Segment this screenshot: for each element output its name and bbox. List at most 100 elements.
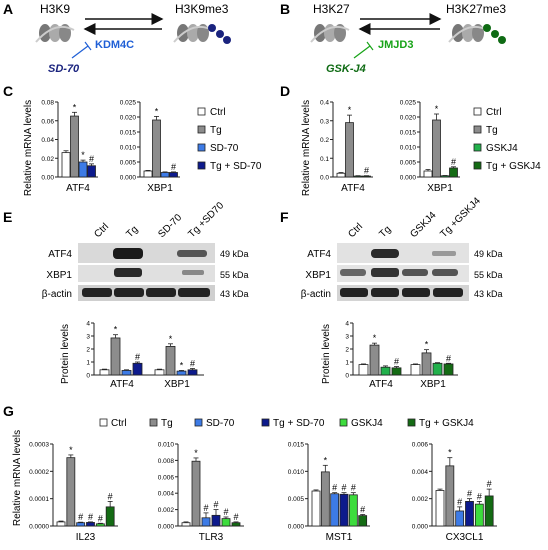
nucleosome-right-icon	[173, 24, 231, 44]
inhibitor-label: GSK-J4	[326, 63, 366, 75]
bar	[330, 493, 340, 527]
significance-mark: #	[394, 357, 399, 367]
blot-strip-xbp1	[78, 265, 215, 282]
y-tick-label: 0.002	[412, 496, 429, 503]
bar	[380, 366, 391, 376]
blot-row-label: ATF4	[307, 249, 331, 260]
panel-letter: D	[280, 83, 290, 99]
y-tick-label: 0.025	[400, 100, 417, 107]
bar	[449, 167, 458, 178]
bar	[474, 503, 484, 527]
nucleosome-left-icon	[35, 24, 75, 43]
significance-mark: *	[81, 150, 85, 160]
bar	[336, 172, 346, 178]
chart-c-xbp1: 0.000 0.005 0.010 0.015 0.020 0.025 * # XBP1	[120, 100, 180, 194]
legend-label: GSKJ4	[351, 418, 383, 429]
y-tick-label: 2	[86, 347, 90, 354]
bar	[440, 175, 450, 178]
lane-label: Ctrl	[92, 221, 111, 240]
y-tick-label: 0.025	[120, 100, 137, 107]
bar	[410, 364, 421, 376]
significance-mark: *	[194, 448, 198, 458]
blot-row-label: XBP1	[305, 270, 331, 281]
y-tick-label: 0.005	[120, 160, 137, 167]
blot-strip-xbp1	[337, 265, 469, 282]
y-tick-label: 4	[86, 321, 90, 328]
y-tick-label: 0.010	[158, 442, 175, 449]
x-axis-label: ATF4	[66, 183, 90, 194]
y-tick-label: 0.010	[400, 145, 417, 152]
significance-mark: #	[332, 483, 337, 493]
y-tick-label: 2	[345, 347, 349, 354]
significance-mark: #	[190, 359, 195, 369]
legend-label: Tg + SD-70	[210, 161, 262, 172]
x-axis-label: MST1	[326, 532, 353, 543]
bar	[353, 175, 363, 178]
bar	[191, 460, 201, 527]
bar	[443, 363, 454, 376]
bar	[110, 337, 121, 376]
significance-mark: #	[467, 489, 472, 499]
bar	[358, 364, 369, 376]
panel-letter: B	[280, 1, 290, 17]
significance-mark: #	[135, 352, 140, 362]
lane-label: SD-70	[156, 212, 184, 240]
legend-g: Ctrl Tg SD-70 Tg + SD-70 GSKJ4 Tg + GSKJ4	[99, 418, 474, 429]
histone-right-label: H3K27me3	[446, 2, 506, 16]
legend-swatch	[473, 107, 482, 116]
significance-mark: #	[108, 491, 113, 501]
significance-mark: #	[171, 162, 176, 172]
x-category-label: ATF4	[369, 379, 393, 390]
bar	[391, 367, 402, 376]
y-tick-label: 0.006	[412, 442, 429, 449]
y-tick-label: 0.000	[158, 524, 175, 531]
y-tick-label: 3	[345, 334, 349, 341]
y-tick-label: 0.0	[320, 175, 329, 182]
y-tick-label: 0.000	[120, 175, 137, 182]
significance-mark: #	[88, 512, 93, 522]
x-axis-label: TLR3	[199, 532, 224, 543]
bar	[320, 471, 330, 527]
x-axis-label: IL23	[76, 532, 96, 543]
lane-label: Tg +GSKJ4	[438, 195, 483, 240]
blot-row-label: β-actin	[301, 289, 331, 300]
kda-label: 49 kDa	[474, 249, 503, 259]
significance-mark: #	[341, 483, 346, 493]
legend-swatch	[473, 161, 482, 170]
y-tick-label: 0.00	[41, 175, 54, 182]
x-axis-label: ATF4	[341, 183, 365, 194]
chart-d-atf4: 0.0 0.1 0.2 0.3 0.4 * # ATF4	[320, 100, 373, 194]
histone-right-label: H3K9me3	[175, 2, 229, 16]
kda-label: 55 kDa	[220, 270, 249, 280]
y-tick-label: 0.4	[320, 100, 329, 107]
bar	[345, 122, 354, 178]
nucleosome-right-icon	[448, 24, 506, 44]
kda-label: 49 kDa	[220, 249, 249, 259]
panel-letter: E	[3, 209, 12, 225]
legend-label: Tg	[210, 125, 222, 136]
bar	[78, 161, 88, 178]
legend-label: Tg	[486, 125, 498, 136]
bar	[445, 465, 455, 527]
legend-c: Ctrl Tg SD-70 Tg + SD-70	[197, 107, 262, 172]
legend-label: Ctrl	[111, 418, 127, 429]
blot-row-label: β-actin	[42, 289, 72, 300]
legend-label: Tg + GSKJ4	[419, 418, 474, 429]
chart-g-cx3cl1: 0.000 0.002 0.004 0.006 * # # # # CX3CL1	[412, 442, 497, 543]
kda-label: 55 kDa	[474, 270, 503, 280]
kda-label: 43 kDa	[474, 289, 503, 299]
y-tick-label: 0.06	[41, 118, 54, 125]
significance-mark: *	[425, 340, 429, 350]
panel-a: A H3K9 H3K9me3 KDM4C SD-70	[3, 1, 231, 75]
significance-mark: #	[477, 491, 482, 501]
significance-mark: *	[114, 325, 118, 335]
blot-strip-beta-actin	[78, 285, 215, 301]
bar	[421, 352, 432, 376]
bar	[56, 521, 66, 527]
bar	[160, 172, 170, 178]
x-axis-label: XBP1	[147, 183, 173, 194]
significance-mark: #	[213, 500, 218, 510]
kda-label: 43 kDa	[220, 289, 249, 299]
